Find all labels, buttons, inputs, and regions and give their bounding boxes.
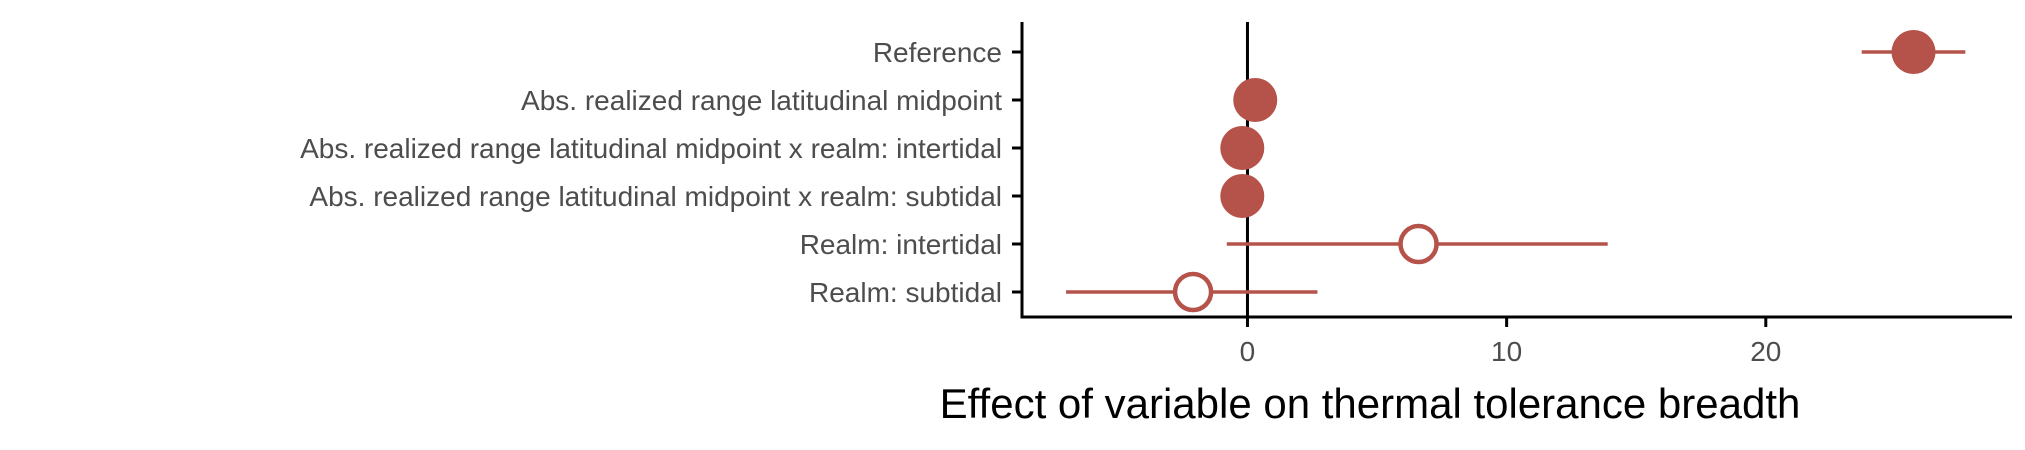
y-tick-label: Abs. realized range latitudinal midpoint… [300,133,1002,164]
x-tick-label: 0 [1240,336,1256,367]
estimate-point [1891,30,1936,74]
data-marks [1066,30,1966,313]
estimate-point [1220,126,1265,170]
x-axis-title: Effect of variable on thermal tolerance … [940,380,1801,427]
y-tick-label: Abs. realized range latitudinal midpoint… [309,181,1002,212]
y-tick-label: Reference [873,37,1002,68]
x-tick-label: 10 [1491,336,1522,367]
y-tick-label: Realm: intertidal [800,229,1002,260]
estimate-point [1172,271,1214,313]
axes: 0 10 20 Reference Abs. realized range latitu… [300,22,2012,367]
estimate-point [1398,223,1439,265]
estimate-point [1220,174,1265,218]
y-tick-label: Realm: subtidal [809,277,1002,308]
y-tick-label: Abs. realized range latitudinal midpoint [521,85,1002,116]
x-tick-label: 20 [1750,336,1781,367]
estimate-point [1233,78,1278,122]
